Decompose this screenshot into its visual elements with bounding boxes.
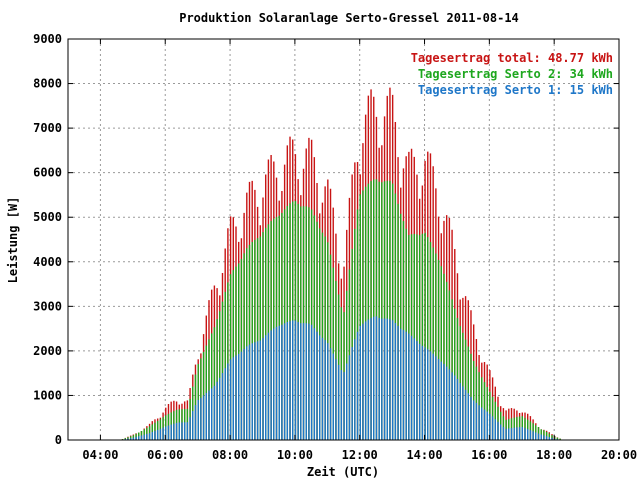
y-tick-label: 6000 [33,166,62,180]
x-tick-label: 12:00 [342,448,378,462]
y-axis-label: Leistung [W] [6,197,20,284]
x-tick-label: 06:00 [147,448,183,462]
plot-frame [67,38,620,441]
x-tick-label: 16:00 [471,448,507,462]
y-axis: 0 1000 2000 3000 4000 5000 6000 7000 8000 9000 [33,32,619,447]
y-tick-label: 4000 [33,255,62,269]
x-axis: 04:00 06:00 08:00 10:00 12:00 14:00 16:00 18:00… [82,39,637,462]
x-axis-label: Zeit (UTC) [307,465,379,479]
y-tick-label: 8000 [33,77,62,91]
y-tick-label: 0 [55,433,62,447]
bars [121,87,564,440]
y-tick-label: 1000 [33,388,62,402]
legend: Tagesertrag total: 48.77 kWh Tagesertrag … [411,51,613,97]
y-tick-label: 7000 [33,121,62,135]
chart-title: Produktion Solaranlage Serto-Gressel 201… [179,11,519,25]
y-tick-label: 2000 [33,344,62,358]
legend-entry: Tagesertrag Serto 2: 34 kWh [418,67,613,81]
y-tick-label: 9000 [33,32,62,46]
x-tick-label: 08:00 [212,448,248,462]
x-tick-label: 20:00 [601,448,637,462]
x-tick-label: 04:00 [82,448,118,462]
legend-entry: Tagesertrag total: 48.77 kWh [411,51,613,65]
x-tick-label: 18:00 [536,448,572,462]
x-tick-label: 14:00 [406,448,442,462]
y-tick-label: 5000 [33,210,62,224]
legend-entry: Tagesertrag Serto 1: 15 kWh [418,83,613,97]
y-tick-label: 3000 [33,299,62,313]
x-tick-label: 10:00 [277,448,313,462]
